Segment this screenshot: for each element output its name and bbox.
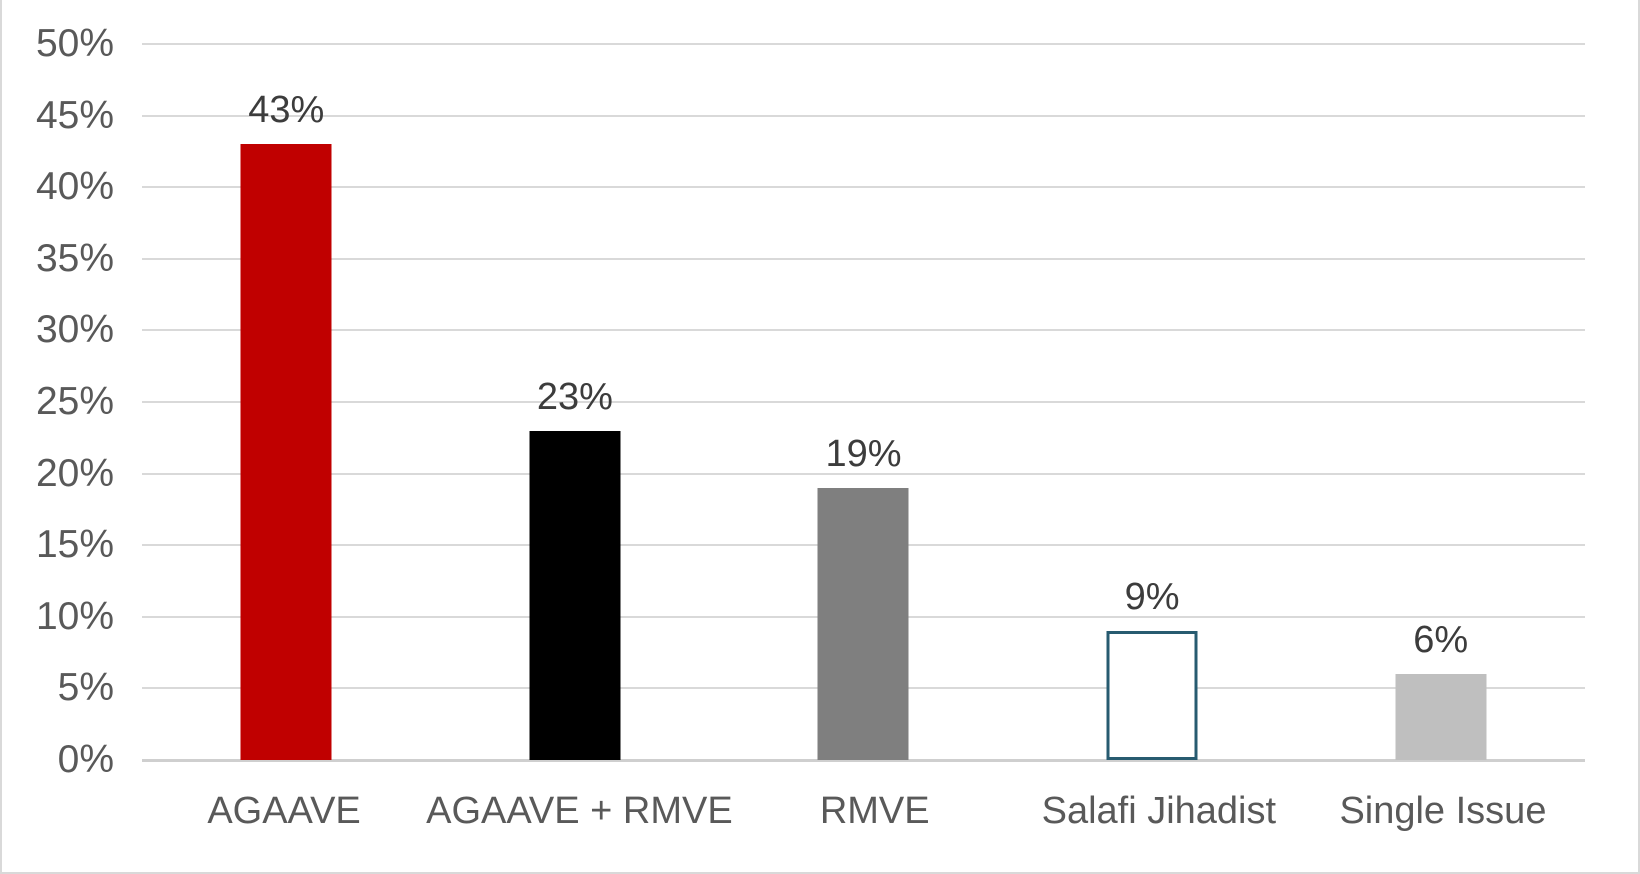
y-axis-tick-label: 40%: [35, 165, 114, 209]
y-axis-tick-label: 10%: [35, 594, 114, 638]
y-axis-tick-label: 5%: [57, 666, 114, 710]
bar-series: 43% 23% 19% 9% 6%: [142, 44, 1585, 760]
y-axis-tick-label: 45%: [35, 93, 114, 137]
bar-slot-agaave-rmve: 23%: [431, 44, 720, 760]
gridline: [142, 186, 1585, 189]
x-axis-category-label-rmve: RMVE: [819, 790, 930, 832]
y-axis-tick-label: 25%: [35, 380, 114, 423]
y-axis-tick-label: 15%: [35, 523, 114, 567]
x-axis-category-label-agaave-rmve: AGAAVE + RMVE: [426, 790, 733, 832]
y-axis-tick-label: 35%: [35, 236, 114, 280]
bar-value-label-single-issue: 6%: [1413, 619, 1469, 662]
y-axis-tick-label: 20%: [35, 451, 114, 495]
bar-agaave: [240, 144, 332, 760]
x-axis-category-label-single-issue: Single Issue: [1339, 790, 1547, 832]
x-axis-line: [142, 759, 1585, 762]
bar-rmve: [817, 487, 909, 760]
bar-value-label-agaave: 43%: [248, 89, 325, 132]
gridline: [142, 401, 1585, 403]
gridline: [142, 43, 1585, 45]
gridline: [142, 114, 1585, 117]
bar-slot-single-issue: 6%: [1296, 44, 1585, 760]
bar-slot-agaave: 43%: [142, 44, 431, 760]
bar-value-label-rmve: 19%: [825, 432, 902, 475]
bar-single-issue: [1395, 674, 1487, 760]
bar-slot-rmve: 19%: [719, 44, 1008, 760]
y-axis-tick-label: 50%: [35, 22, 114, 65]
gridline: [142, 472, 1585, 475]
gridline: [142, 257, 1585, 260]
bar-slot-salafi-jihadist: 9%: [1008, 44, 1297, 760]
bar-value-label-salafi-jihadist: 9%: [1124, 576, 1180, 619]
x-axis-category-label-agaave: AGAAVE: [207, 790, 361, 832]
bar-value-label-agaave-rmve: 23%: [536, 375, 613, 418]
bar-salafi-jihadist: [1106, 631, 1198, 760]
x-axis-category-label-salafi-jihadist: Salafi Jihadist: [1041, 790, 1277, 832]
x-axis-category-labels: AGAAVE AGAAVE + RMVE RMVE Salafi Jihadist Si…: [142, 788, 1585, 834]
y-axis-tick-label: 0%: [57, 738, 114, 781]
bar-agaave-rmve: [529, 430, 621, 760]
y-axis-tick-label: 30%: [35, 308, 114, 352]
gridline: [142, 329, 1585, 332]
plot-area: 43% 23% 19% 9% 6%: [142, 43, 1585, 762]
